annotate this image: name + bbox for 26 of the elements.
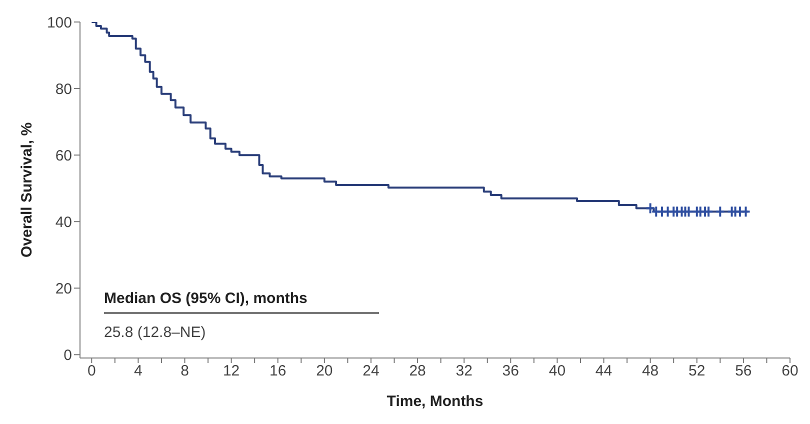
x-tick-label: 36 [502, 362, 519, 380]
x-tick-label: 24 [362, 362, 380, 380]
x-axis-title: Time, Months [386, 393, 484, 410]
x-tick-label: 8 [180, 362, 189, 380]
y-tick-label: 80 [55, 80, 72, 98]
y-tick-label: 60 [55, 147, 72, 164]
x-tick-label: 0 [87, 362, 96, 380]
x-tick-label: 12 [222, 362, 240, 380]
x-tick-label: 16 [270, 362, 286, 380]
y-tick-label: 20 [55, 280, 72, 298]
x-tick-label: 4 [134, 362, 142, 380]
y-axis-title: Overall Survival, % [18, 122, 36, 258]
y-tick-label: 0 [64, 347, 72, 364]
x-tick-label: 44 [595, 362, 612, 380]
annotation: Median OS (95% CI), months [104, 290, 379, 314]
x-tick-label: 60 [782, 362, 798, 380]
x-tick-label: 40 [548, 362, 566, 380]
y-tick-label: 40 [55, 214, 72, 231]
x-tick-label: 28 [409, 362, 426, 380]
x-tick-label: 32 [456, 362, 472, 380]
x-tick-label: 48 [642, 362, 659, 380]
annotation: 25.8 (12.8–NE) [104, 324, 206, 341]
x-tick-label: 20 [316, 362, 333, 380]
x-tick-label: 56 [735, 362, 752, 380]
y-tick-label: 100 [46, 14, 72, 32]
x-tick-label: 52 [688, 362, 706, 380]
